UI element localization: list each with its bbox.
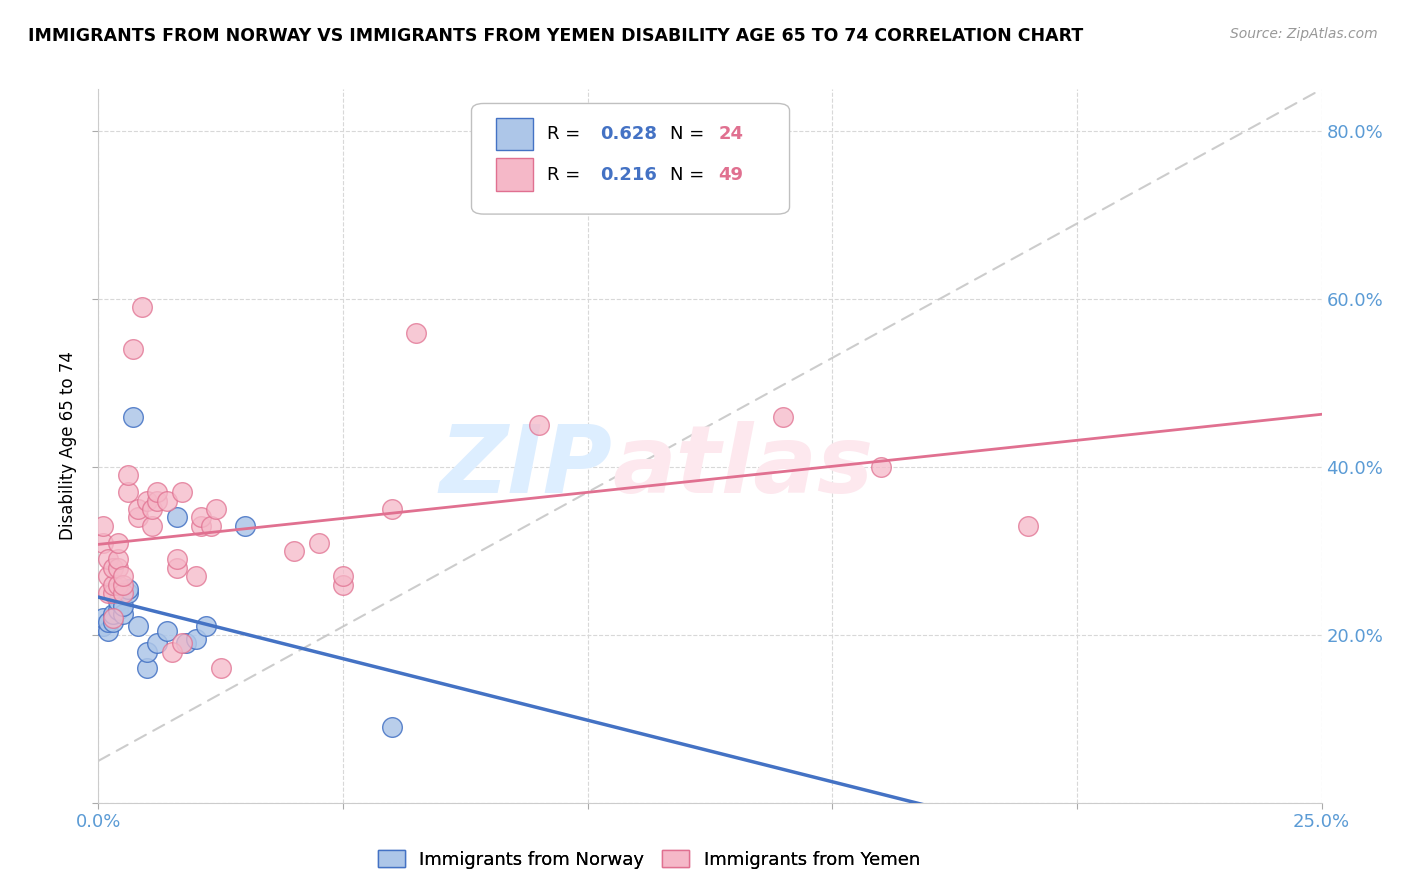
Text: atlas: atlas (612, 421, 873, 514)
Legend: Immigrants from Norway, Immigrants from Yemen: Immigrants from Norway, Immigrants from … (370, 843, 928, 876)
Point (166, 560, 188, 574)
Point (111, 586, 134, 600)
Point (233, 518, 256, 533)
Text: N =: N = (669, 166, 710, 184)
Point (107, 594, 129, 608)
Point (209, 661, 232, 675)
Point (131, 301, 153, 315)
Point (111, 577, 134, 591)
Text: R =: R = (547, 166, 586, 184)
Point (91, 518, 114, 533)
Point (195, 619, 218, 633)
Point (107, 535, 129, 549)
Y-axis label: Disability Age 65 to 74: Disability Age 65 to 74 (59, 351, 77, 541)
Point (186, 632, 208, 646)
Point (91, 611, 114, 625)
Point (405, 326, 427, 340)
Point (190, 518, 212, 533)
Point (146, 485, 169, 500)
Point (332, 569, 354, 583)
FancyBboxPatch shape (471, 103, 790, 214)
Point (200, 518, 222, 533)
Text: 0.628: 0.628 (600, 125, 657, 143)
Text: R =: R = (547, 125, 586, 143)
Point (97, 569, 120, 583)
Point (91, 535, 114, 549)
Point (141, 518, 163, 533)
Text: 0.216: 0.216 (600, 166, 657, 184)
Point (772, 409, 794, 424)
Point (97, 624, 120, 638)
Point (127, 619, 149, 633)
Point (101, 615, 124, 630)
Point (97, 586, 120, 600)
Point (332, 577, 354, 591)
Point (121, 343, 143, 357)
Point (107, 552, 129, 566)
Point (111, 599, 134, 613)
Text: 49: 49 (718, 166, 744, 184)
Point (117, 468, 139, 483)
Point (190, 510, 212, 524)
Point (283, 544, 305, 558)
Point (101, 586, 124, 600)
Text: IMMIGRANTS FROM NORWAY VS IMMIGRANTS FROM YEMEN DISABILITY AGE 65 TO 74 CORRELAT: IMMIGRANTS FROM NORWAY VS IMMIGRANTS FRO… (28, 27, 1084, 45)
Point (381, 720, 404, 734)
Point (101, 607, 124, 621)
Point (97, 552, 120, 566)
Point (146, 636, 169, 650)
Point (136, 645, 159, 659)
FancyBboxPatch shape (496, 159, 533, 191)
Point (121, 409, 143, 424)
Point (870, 460, 893, 475)
Point (156, 493, 179, 508)
Point (107, 577, 129, 591)
Text: 24: 24 (718, 125, 744, 143)
Point (381, 502, 404, 516)
Point (117, 582, 139, 596)
Text: Source: ZipAtlas.com: Source: ZipAtlas.com (1230, 27, 1378, 41)
Point (97, 615, 120, 630)
Point (91, 619, 114, 633)
Point (176, 636, 198, 650)
Point (527, 417, 550, 432)
Point (146, 493, 169, 508)
Point (141, 502, 163, 516)
Point (117, 586, 139, 600)
Point (101, 611, 124, 625)
Point (136, 493, 159, 508)
Point (170, 636, 193, 650)
Point (160, 645, 183, 659)
Point (170, 485, 193, 500)
Point (308, 535, 330, 549)
Point (136, 661, 159, 675)
Point (107, 603, 129, 617)
Point (166, 552, 188, 566)
Point (186, 569, 208, 583)
Point (101, 560, 124, 574)
Point (101, 577, 124, 591)
Text: ZIP: ZIP (439, 421, 612, 514)
Point (117, 485, 139, 500)
FancyBboxPatch shape (496, 118, 533, 150)
Point (127, 510, 149, 524)
Text: N =: N = (669, 125, 710, 143)
Point (166, 510, 188, 524)
Point (127, 502, 149, 516)
Point (156, 624, 179, 638)
Point (1017, 518, 1039, 533)
Point (205, 502, 228, 516)
Point (111, 607, 134, 621)
Point (107, 560, 129, 574)
Point (111, 569, 134, 583)
